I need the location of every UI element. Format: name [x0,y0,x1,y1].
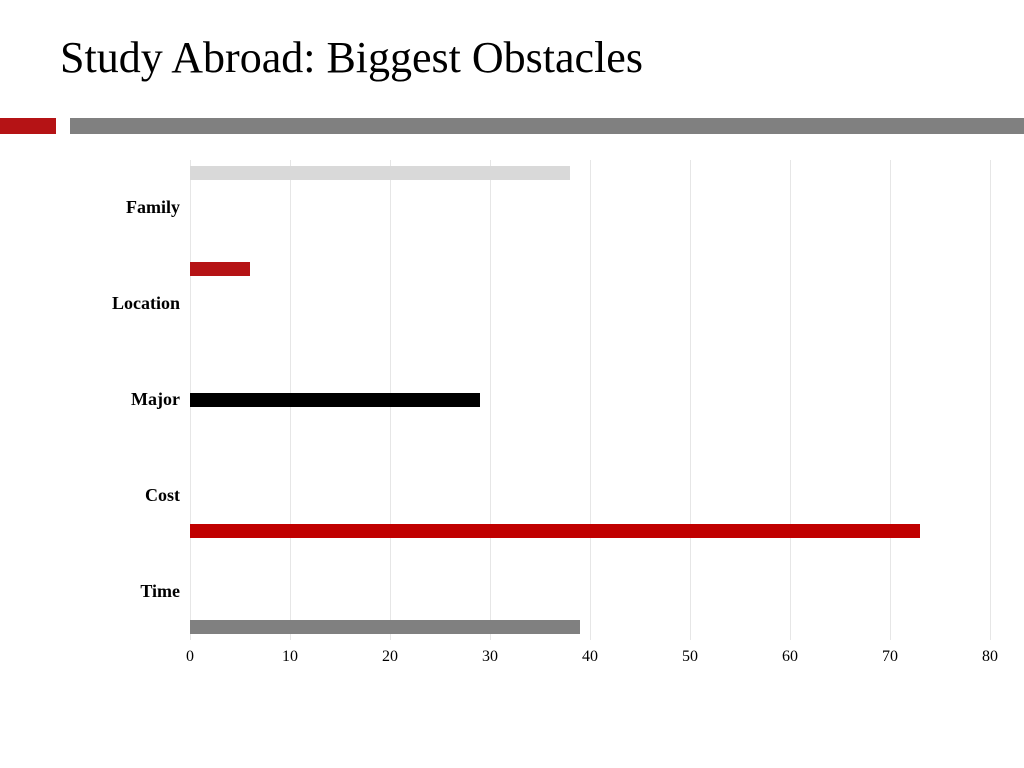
bar-row: Family [60,160,990,256]
bar-row: Location [60,256,990,352]
x-tick-label: 80 [982,648,998,666]
bar-label: Time [60,581,180,602]
x-tick-label: 30 [482,648,498,666]
bar-label: Location [60,293,180,314]
x-tick-label: 40 [582,648,598,666]
title-rule [0,118,1024,134]
bar-label: Major [60,389,180,410]
x-tick-label: 20 [382,648,398,666]
x-tick-label: 60 [782,648,798,666]
bar [190,262,250,276]
bar [190,166,570,180]
bar-row: Time [60,544,990,640]
bar-label: Cost [60,485,180,506]
rule-accent [0,118,56,134]
obstacles-chart: 01020304050607080FamilyLocationMajorCost… [60,160,990,680]
rule-main [70,118,1024,134]
x-tick-label: 0 [186,648,194,666]
gridline [990,160,991,640]
x-tick-label: 10 [282,648,298,666]
bar [190,393,480,407]
x-tick-label: 50 [682,648,698,666]
bar-row: Cost [60,448,990,544]
bar [190,620,580,634]
bar-row: Major [60,352,990,448]
slide-title: Study Abroad: Biggest Obstacles [60,32,643,83]
bar-label: Family [60,197,180,218]
x-tick-label: 70 [882,648,898,666]
slide: Study Abroad: Biggest Obstacles 0 10 20 30 4… [0,0,1024,768]
bar [190,524,920,538]
